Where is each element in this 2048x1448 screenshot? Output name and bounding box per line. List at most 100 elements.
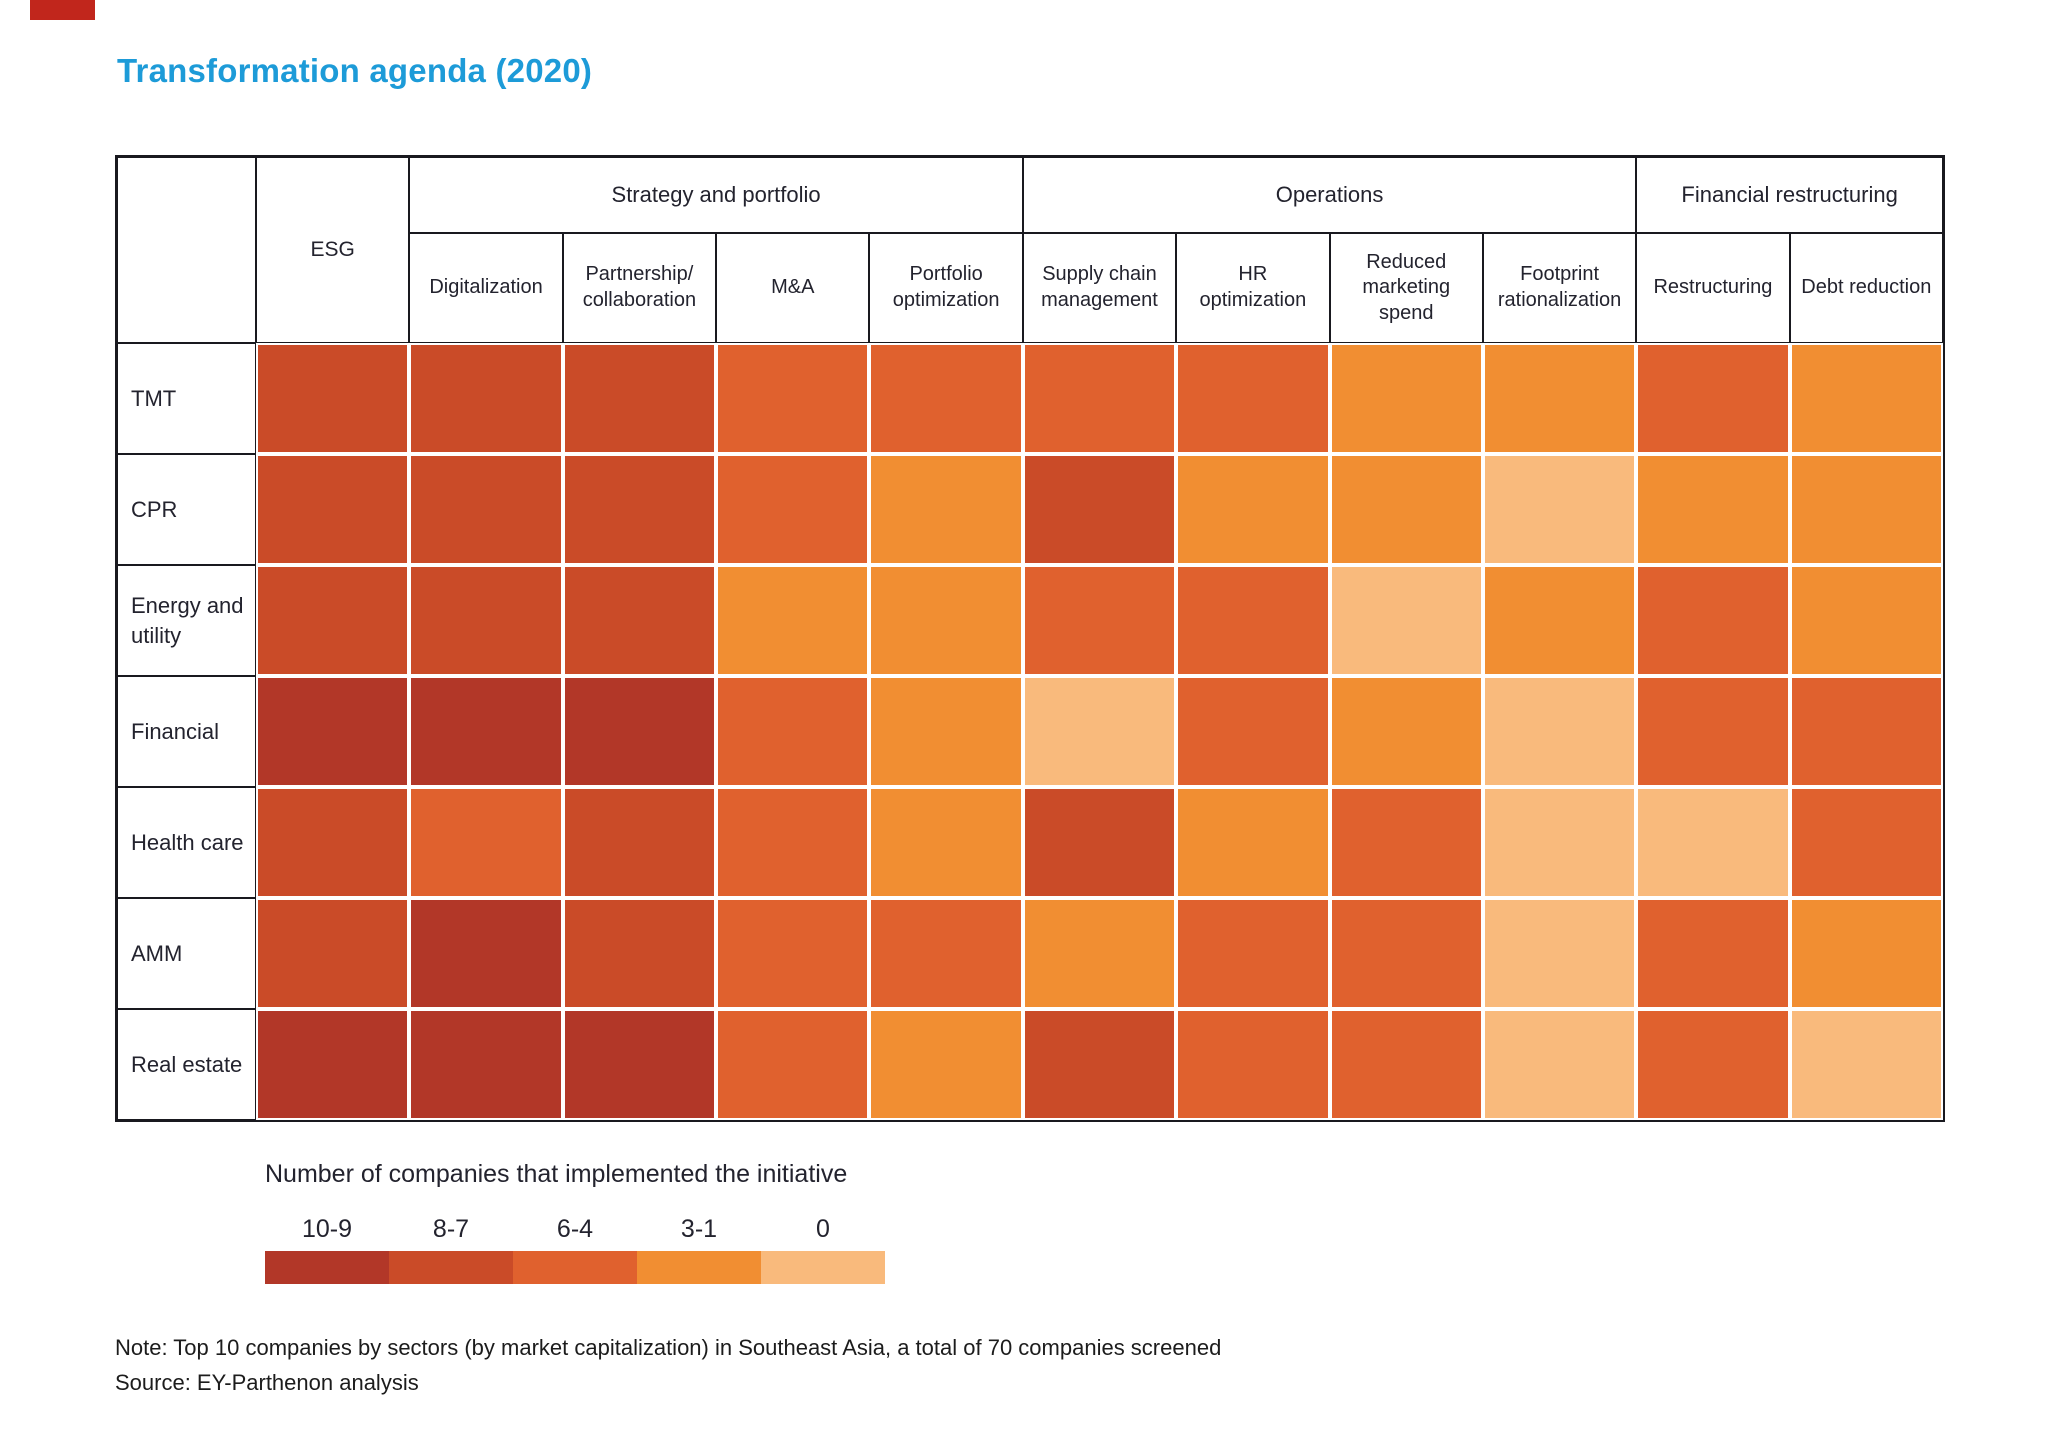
legend-swatch: [761, 1251, 885, 1284]
column-header: Debt reduction: [1789, 233, 1943, 343]
heatmap-cell: [1482, 565, 1637, 676]
heatmap-cell: [1176, 1009, 1330, 1120]
heatmap-cell: [716, 676, 870, 787]
heatmap-cell: [409, 454, 563, 565]
heatmap-cell: [716, 787, 870, 898]
heatmap-cell: [869, 787, 1023, 898]
heatmap-cell: [256, 343, 410, 454]
column-header: M&A: [716, 233, 870, 343]
note-text: Note: Top 10 companies by sectors (by ma…: [115, 1335, 1222, 1360]
heatmap-cell: [1789, 343, 1943, 454]
heatmap-cell: [562, 343, 717, 454]
legend-swatch: [389, 1251, 513, 1284]
heatmap-cell: [716, 565, 870, 676]
legend-bucket-label: 0: [816, 1215, 830, 1243]
heatmap-cell: [1022, 1009, 1177, 1120]
column-header: Footprint rationalization: [1482, 233, 1637, 343]
heatmap-cell: [409, 898, 563, 1009]
row-label: Real estate: [117, 1009, 256, 1120]
heatmap-cell: [869, 898, 1023, 1009]
brand-block: [30, 0, 95, 20]
column-header: Partnership/ collaboration: [562, 233, 717, 343]
column-group-header-2: Financial restructuring: [1636, 157, 1943, 233]
heatmap-cell: [869, 454, 1023, 565]
heatmap-cell: [1636, 454, 1790, 565]
heatmap-cell: [716, 1009, 870, 1120]
column-header: Digitalization: [409, 233, 563, 343]
heatmap-cell: [1636, 343, 1790, 454]
heatmap-cell: [716, 454, 870, 565]
heatmap-cell: [562, 565, 717, 676]
row-label: CPR: [117, 454, 256, 565]
row-label: AMM: [117, 898, 256, 1009]
heatmap-cell: [256, 565, 410, 676]
heatmap-cell: [1789, 1009, 1943, 1120]
heatmap-cell: [1329, 898, 1483, 1009]
heatmap-cell: [1636, 676, 1790, 787]
legend-bucket-label: 10-9: [301, 1215, 353, 1243]
heatmap-cell: [1636, 787, 1790, 898]
heatmap-cell: [1329, 343, 1483, 454]
heatmap-cell: [1636, 898, 1790, 1009]
legend-title: Number of companies that implemented the…: [265, 1160, 848, 1188]
heatmap-cell: [1022, 898, 1177, 1009]
heatmap-cell: [1022, 787, 1177, 898]
legend-bar: [265, 1251, 885, 1284]
heatmap-cell: [716, 343, 870, 454]
heatmap-cell: [869, 565, 1023, 676]
heatmap-cell: [562, 676, 717, 787]
heatmap-cell: [1482, 676, 1637, 787]
row-label: Financial: [117, 676, 256, 787]
row-label: TMT: [117, 343, 256, 454]
heatmap-cell: [1329, 565, 1483, 676]
heatmap-cell: [409, 1009, 563, 1120]
heatmap-cell: [1789, 676, 1943, 787]
heatmap-cell: [1176, 565, 1330, 676]
heatmap-cell: [869, 343, 1023, 454]
heatmap-cell: [1789, 454, 1943, 565]
column-header: Supply chain management: [1022, 233, 1177, 343]
column-header: Reduced marketing spend: [1329, 233, 1483, 343]
heatmap-cell: [1482, 787, 1637, 898]
corner-cell: [117, 157, 256, 343]
heatmap-cell: [1636, 1009, 1790, 1120]
heatmap-cell: [256, 1009, 410, 1120]
heatmap-cell: [869, 1009, 1023, 1120]
heatmap-cell: [1176, 676, 1330, 787]
heatmap-cell: [1329, 1009, 1483, 1120]
column-header: Restructuring: [1636, 233, 1790, 343]
heatmap-cell: [562, 898, 717, 1009]
heatmap-cell: [409, 787, 563, 898]
heatmap-cell: [1176, 787, 1330, 898]
column-header: HR optimization: [1176, 233, 1330, 343]
legend-labels: 10-9 8-7 6-4 3-1 0: [265, 1215, 885, 1244]
heatmap-cell: [1482, 343, 1637, 454]
heatmap-cell: [1022, 565, 1177, 676]
heatmap-cell: [562, 454, 717, 565]
heatmap-cell: [562, 787, 717, 898]
column-header: Portfolio optimization: [869, 233, 1023, 343]
legend-swatch: [637, 1251, 761, 1284]
heatmap-cell: [1329, 454, 1483, 565]
heatmap-cell: [562, 1009, 717, 1120]
legend-bucket-label: 3-1: [680, 1215, 718, 1243]
heatmap-cell: [1176, 898, 1330, 1009]
heatmap-grid: ESG Strategy and portfolio Operations Finan…: [115, 155, 1945, 1122]
heatmap-cell: [409, 343, 563, 454]
heatmap-cell: [1789, 898, 1943, 1009]
legend: Number of companies that implemented the…: [265, 1160, 885, 1284]
heatmap-cell: [256, 787, 410, 898]
heatmap-cell: [1482, 898, 1637, 1009]
legend-bucket-label: 8-7: [432, 1215, 470, 1243]
column-group-header-1: Operations: [1022, 157, 1637, 233]
heatmap-cell: [716, 898, 870, 1009]
legend-swatch: [513, 1251, 637, 1284]
heatmap-cell: [1176, 343, 1330, 454]
row-label: Health care: [117, 787, 256, 898]
heatmap-cell: [256, 898, 410, 1009]
heatmap-cell: [1329, 676, 1483, 787]
heatmap-cell: [1789, 565, 1943, 676]
heatmap-cell: [1176, 454, 1330, 565]
heatmap-cell: [409, 565, 563, 676]
heatmap-cell: [409, 676, 563, 787]
